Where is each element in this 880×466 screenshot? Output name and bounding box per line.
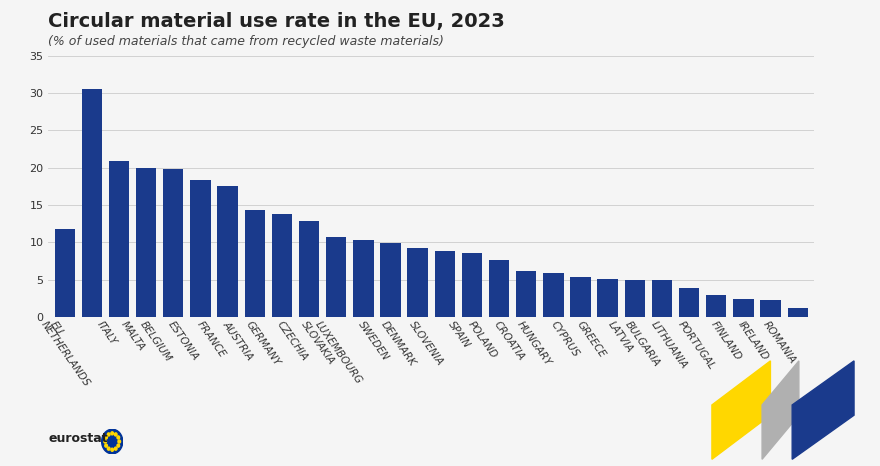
Bar	[598, 279, 618, 317]
Circle shape	[118, 440, 121, 443]
Bar	[272, 214, 292, 317]
Circle shape	[111, 448, 114, 451]
Bar	[652, 281, 672, 317]
Bar	[353, 240, 373, 317]
Bar	[570, 277, 590, 317]
Polygon shape	[762, 361, 799, 459]
Circle shape	[104, 440, 106, 443]
Polygon shape	[792, 361, 854, 459]
Bar	[380, 243, 400, 317]
Bar	[299, 221, 319, 317]
Text: Circular material use rate in the EU, 2023: Circular material use rate in the EU, 20…	[48, 12, 505, 31]
Bar	[435, 251, 455, 317]
Circle shape	[105, 444, 107, 447]
Bar	[245, 210, 265, 317]
Bar	[190, 180, 210, 317]
Circle shape	[102, 429, 123, 454]
Text: eurostat: eurostat	[48, 432, 108, 445]
Bar	[326, 237, 347, 317]
Circle shape	[114, 433, 117, 436]
Bar	[706, 295, 727, 317]
Circle shape	[111, 432, 114, 435]
Bar	[407, 248, 428, 317]
Bar	[625, 280, 645, 317]
Bar	[679, 288, 700, 317]
Circle shape	[117, 444, 120, 447]
Polygon shape	[712, 361, 771, 459]
Text: (% of used materials that came from recycled waste materials): (% of used materials that came from recy…	[48, 35, 444, 48]
Bar	[163, 169, 183, 317]
Bar	[55, 229, 75, 317]
Bar	[788, 308, 808, 317]
Circle shape	[114, 447, 117, 450]
Circle shape	[107, 433, 110, 436]
Circle shape	[105, 436, 107, 439]
Bar	[733, 299, 753, 317]
Bar	[462, 253, 482, 317]
Circle shape	[117, 436, 120, 439]
Bar	[543, 273, 563, 317]
Bar	[109, 161, 129, 317]
Bar	[516, 271, 537, 317]
Bar	[760, 301, 781, 317]
Bar	[489, 260, 510, 317]
Bar	[217, 185, 238, 317]
Bar	[136, 168, 157, 317]
Circle shape	[107, 447, 110, 450]
Bar	[82, 89, 102, 317]
